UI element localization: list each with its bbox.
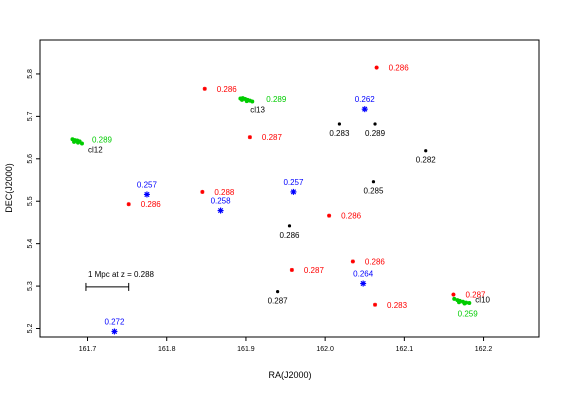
black-point (287, 224, 292, 228)
blue-point (111, 328, 118, 335)
x-axis-label: RA(J2000) (268, 370, 311, 380)
green-point (467, 301, 472, 306)
green-point (72, 139, 77, 144)
green-cluster-label: 0.289 (266, 95, 287, 104)
green-cluster (70, 137, 84, 146)
y-tick-label: 5.2 (27, 324, 34, 334)
plot-frame (39, 39, 540, 338)
y-axis: 5.2 5.3 5.4 5.5 5.6 5.7 5.8 (27, 69, 40, 333)
black-point (424, 149, 428, 153)
y-axis-label: DEC(J2000) (4, 163, 14, 213)
x-tick-label: 161.7 (79, 346, 97, 353)
cluster-name-label: cl13 (250, 106, 265, 115)
blue-point-label: 0.258 (211, 197, 232, 206)
blue-point-label: 0.257 (137, 180, 158, 189)
red-point-label: 0.286 (141, 200, 162, 209)
y-tick-label: 5.5 (27, 196, 34, 206)
y-tick-label: 5.3 (27, 281, 34, 291)
x-tick-label: 162.1 (396, 346, 414, 353)
x-tick-label: 161.9 (237, 346, 255, 353)
green-cluster-label: 0.259 (458, 309, 479, 318)
red-point (202, 86, 207, 91)
scale-bar-label: 1 Mpc at z = 0.288 (88, 270, 155, 279)
scale-bar: 1 Mpc at z = 0.288 (85, 270, 155, 291)
red-point (451, 292, 456, 297)
black-point-label: 0.289 (365, 129, 386, 138)
blue-point-label: 0.257 (283, 178, 304, 187)
black-point (371, 180, 376, 184)
red-point (374, 65, 379, 70)
black-point (337, 122, 341, 126)
blue-point-label: 0.262 (355, 95, 376, 104)
data-marks: 0.286 0.286 0.287 0.288 0.286 0.286 0.286 0.287… (70, 64, 491, 335)
cluster-name-label: cl12 (88, 146, 103, 155)
red-point (327, 213, 332, 218)
red-point (247, 135, 252, 140)
green-cluster-label: 0.289 (92, 135, 113, 144)
blue-point (143, 191, 150, 198)
green-point (452, 296, 457, 301)
black-point-label: 0.286 (279, 231, 300, 240)
red-point (289, 267, 294, 272)
red-point-label: 0.287 (262, 133, 283, 142)
red-point (350, 259, 355, 264)
red-point-label: 0.286 (365, 257, 386, 266)
red-point-label: 0.288 (214, 188, 235, 197)
green-point (79, 141, 84, 146)
blue-point (290, 188, 297, 195)
x-axis: 161.7 161.8 161.9 162.0 162.1 162.2 (79, 337, 493, 353)
green-point (457, 300, 462, 305)
x-tick-label: 162.0 (316, 346, 334, 353)
y-tick-label: 5.8 (27, 69, 34, 79)
red-point-label: 0.286 (341, 212, 362, 221)
red-point-label: 0.287 (465, 291, 486, 300)
blue-point (217, 207, 224, 214)
red-point-label: 0.287 (304, 266, 325, 275)
y-tick-label: 5.4 (27, 239, 34, 249)
red-point (373, 302, 378, 307)
red-point-label: 0.286 (217, 85, 238, 94)
green-point (250, 99, 255, 104)
green-point (462, 301, 467, 306)
red-point (126, 202, 131, 207)
blue-point-label: 0.264 (353, 270, 374, 279)
green-point (239, 97, 244, 102)
black-point-label: 0.287 (268, 297, 289, 306)
x-tick-label: 161.8 (158, 346, 176, 353)
black-point (373, 122, 377, 126)
green-cluster (452, 296, 472, 306)
green-point (76, 140, 81, 145)
red-point (200, 189, 205, 194)
blue-point-label: 0.272 (104, 317, 125, 326)
y-tick-label: 5.7 (27, 111, 34, 121)
y-tick-label: 5.6 (27, 154, 34, 164)
green-point (244, 99, 249, 104)
cluster-name-label: cl10 (475, 295, 490, 304)
x-tick-label: 162.2 (475, 346, 493, 353)
black-point-label: 0.283 (329, 129, 350, 138)
red-point-label: 0.286 (389, 64, 410, 73)
black-point-label: 0.282 (416, 156, 437, 165)
red-point-label: 0.283 (387, 301, 408, 310)
blue-point (360, 280, 367, 287)
black-point-label: 0.285 (363, 187, 384, 196)
blue-point (361, 106, 368, 113)
black-point (276, 290, 280, 294)
green-cluster (238, 96, 255, 104)
